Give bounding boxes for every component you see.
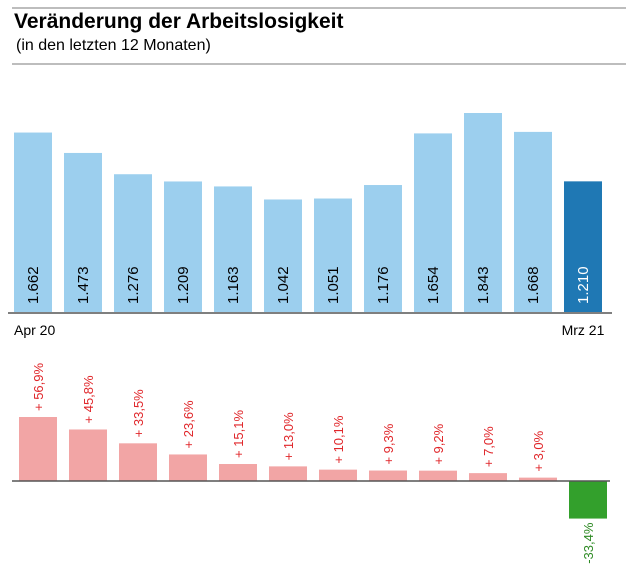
change-bar bbox=[219, 464, 257, 481]
change-value-label: + 13,0% bbox=[281, 412, 296, 461]
bar-value-label: 1.473 bbox=[75, 266, 92, 304]
change-bar bbox=[69, 429, 107, 481]
change-value-label: -33,4% bbox=[581, 522, 596, 564]
change-value-label: + 33,5% bbox=[131, 389, 146, 438]
bar-value-label: 1.654 bbox=[425, 266, 442, 304]
unemployment-bar bbox=[214, 186, 252, 312]
chart-title: Veränderung der Arbeitslosigkeit bbox=[14, 10, 344, 33]
x-tick-label-first: Apr 20 bbox=[14, 322, 55, 338]
change-bar bbox=[469, 473, 507, 481]
change-bars: + 56,9% + 45,8% + 33,5% + 23,6% + 15,1% + 13,… bbox=[19, 362, 607, 564]
unemployment-bar bbox=[264, 199, 302, 312]
change-bar bbox=[319, 469, 357, 481]
bar-value-label: 1.209 bbox=[175, 266, 192, 304]
change-value-label: + 23,6% bbox=[181, 400, 196, 449]
change-bar bbox=[369, 470, 407, 481]
bar-value-label: 1.276 bbox=[125, 266, 142, 304]
unemployment-bar bbox=[14, 132, 52, 312]
unemployment-bar bbox=[414, 133, 452, 312]
bar-value-label: 1.668 bbox=[525, 266, 542, 304]
change-value-label: + 45,8% bbox=[81, 375, 96, 424]
change-bar bbox=[419, 470, 457, 481]
unemployment-bar bbox=[364, 185, 402, 312]
change-bar bbox=[569, 481, 607, 519]
change-value-label: + 10,1% bbox=[331, 415, 346, 464]
change-value-label: + 7,0% bbox=[481, 426, 496, 467]
unemployment-bar bbox=[64, 152, 102, 312]
change-bar bbox=[269, 466, 307, 481]
bar-value-label: 1.163 bbox=[225, 266, 242, 304]
change-value-label: + 9,2% bbox=[431, 423, 446, 464]
change-bar bbox=[519, 477, 557, 481]
bar-value-label: 1.210 bbox=[575, 266, 592, 304]
unemployment-bar bbox=[564, 181, 602, 312]
change-value-label: + 56,9% bbox=[31, 362, 46, 411]
chart-subtitle: (in den letzten 12 Monaten) bbox=[16, 37, 211, 54]
unemployment-bar bbox=[164, 181, 202, 312]
unemployment-bars: 1.662 1.473 1.276 1.209 1.163 1.042 1.051 1.176… bbox=[14, 113, 602, 312]
change-value-label: + 3,0% bbox=[531, 430, 546, 471]
header-rule bbox=[12, 63, 626, 65]
unemployment-bar bbox=[464, 113, 502, 312]
change-value-label: + 9,3% bbox=[381, 423, 396, 464]
change-bar bbox=[169, 454, 207, 481]
x-tick-label-last: Mrz 21 bbox=[562, 322, 605, 338]
bar-value-label: 1.051 bbox=[325, 266, 342, 304]
change-bar bbox=[119, 443, 157, 481]
unemployment-bar bbox=[114, 174, 152, 312]
top-rule bbox=[12, 7, 626, 9]
bar-value-label: 1.042 bbox=[275, 266, 292, 304]
bar-value-label: 1.662 bbox=[25, 266, 42, 304]
change-bar bbox=[19, 417, 57, 481]
bar-value-label: 1.176 bbox=[375, 266, 392, 304]
bar-value-label: 1.843 bbox=[475, 266, 492, 304]
unemployment-bar bbox=[314, 198, 352, 312]
change-value-label: + 15,1% bbox=[231, 410, 246, 459]
unemployment-bar bbox=[514, 131, 552, 312]
